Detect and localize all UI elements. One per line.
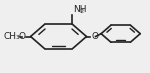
Text: CH₃: CH₃ — [3, 32, 20, 41]
Text: 2: 2 — [79, 9, 83, 14]
Text: O: O — [18, 32, 26, 41]
Text: NH: NH — [73, 5, 87, 14]
Text: O: O — [91, 32, 98, 41]
